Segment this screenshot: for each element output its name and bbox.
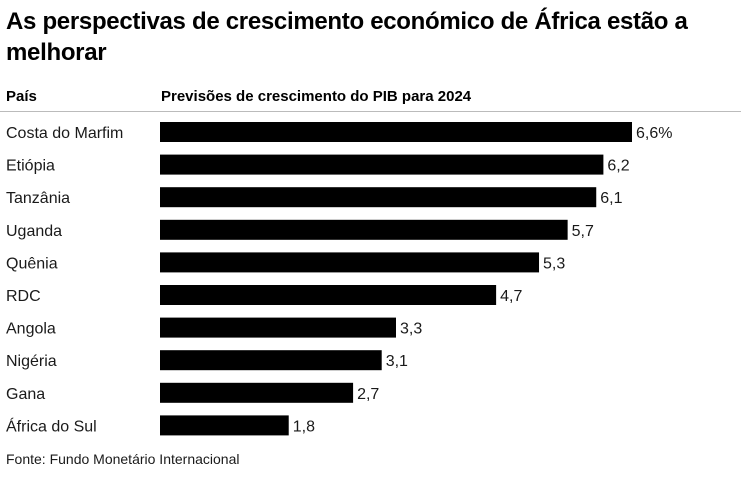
category-label: África do Sul [6,416,97,435]
source-note: Fonte: Fundo Monetário Internacional [6,451,240,467]
category-label: Angola [6,321,56,338]
value-column-header: Previsões de crescimento do PIB para 202… [161,88,472,105]
bar [160,219,568,240]
category-label: Gana [6,386,45,403]
bar [160,350,382,371]
value-label: 6,2 [607,158,629,175]
bar [160,317,396,338]
bar [160,154,604,175]
value-label: 5,3 [543,255,565,272]
value-label: 2,7 [357,386,379,403]
bar [160,187,597,208]
value-label: 3,3 [400,321,422,338]
category-label: Costa do Marfim [6,125,123,142]
category-label: Nigéria [6,353,57,370]
bar [160,285,497,305]
bar [160,252,540,273]
header-divider [0,111,741,112]
bar-chart: Costa do Marfim 6,6% Etiópia 6,2 Tanzânia 6,1… [6,122,672,436]
bar [160,382,354,403]
category-label: Uganda [6,223,62,240]
value-label: 6,1 [600,190,622,207]
value-label: 4,7 [500,288,522,305]
value-label: 3,1 [386,353,408,370]
value-label: 5,7 [572,223,594,240]
chart-title: As perspectivas de crescimento económico… [6,8,688,66]
country-column-header: País [6,88,37,105]
category-label: RDC [6,288,41,305]
category-label: Etiópia [6,158,55,175]
category-label: Quênia [6,255,58,272]
bar [160,122,632,142]
category-label: Tanzânia [6,190,70,207]
value-label: 6,6% [636,125,672,142]
value-label: 1,8 [293,418,315,435]
bar [160,415,289,436]
